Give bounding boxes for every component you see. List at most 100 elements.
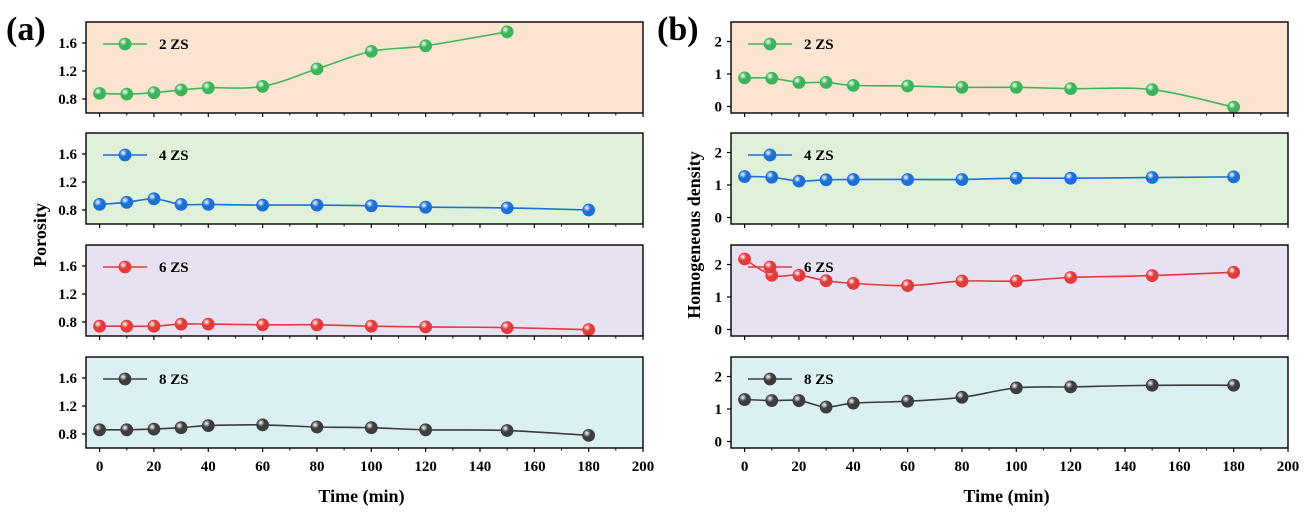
y-tick-label: 0.8: [58, 92, 77, 108]
panel-label: (b): [657, 11, 699, 48]
data-point: [1228, 379, 1240, 391]
x-tick-label: 180: [1222, 459, 1245, 475]
data-point: [956, 173, 968, 185]
y-tick-label: 1.2: [58, 64, 77, 80]
x-tick-label: 0: [741, 459, 749, 475]
x-tick-label: 160: [523, 459, 546, 475]
data-point: [501, 322, 513, 334]
x-axis-title: Time (min): [963, 486, 1049, 507]
data-point: [175, 318, 187, 330]
y-tick-label: 2: [715, 370, 723, 386]
figure: (a)Porosity0.81.21.6 2 ZS0.81.21.6 4 ZS0.8…: [0, 0, 1307, 517]
data-point: [902, 280, 914, 292]
data-point: [257, 199, 269, 211]
y-tick-label: 0: [715, 211, 723, 227]
data-point: [793, 76, 805, 88]
legend-marker: [764, 373, 776, 385]
data-point: [739, 394, 751, 406]
x-tick-label: 100: [360, 459, 383, 475]
y-tick-label: 1.6: [58, 36, 77, 52]
data-point: [148, 87, 160, 99]
data-point: [1146, 379, 1158, 391]
data-point: [820, 275, 832, 287]
data-point: [766, 72, 778, 84]
data-point: [501, 425, 513, 437]
y-tick-label: 0.8: [58, 427, 77, 443]
data-point: [311, 421, 323, 433]
y-tick-label: 0.8: [58, 315, 77, 331]
legend-marker: [764, 149, 776, 161]
y-tick-label: 0.8: [58, 203, 77, 219]
legend-label: 4 ZS: [804, 148, 834, 164]
x-tick-label: 100: [1005, 459, 1028, 475]
x-tick-label: 140: [469, 459, 492, 475]
legend-marker: [119, 149, 131, 161]
plot-background: [86, 22, 643, 113]
data-point: [847, 397, 859, 409]
legend-label: 6 ZS: [804, 260, 834, 276]
legend-label: 4 ZS: [159, 148, 189, 164]
data-point: [820, 174, 832, 186]
y-tick-label: 2: [715, 35, 723, 51]
data-point: [94, 424, 106, 436]
data-point: [121, 424, 133, 436]
data-point: [1065, 381, 1077, 393]
data-point: [1146, 84, 1158, 96]
data-point: [1010, 172, 1022, 184]
x-tick-label: 80: [954, 459, 969, 475]
legend-marker: [119, 261, 131, 273]
x-axis-title: Time (min): [318, 486, 404, 507]
legend-marker: [764, 261, 776, 273]
x-tick-label: 180: [577, 459, 600, 475]
legend-marker: [764, 38, 776, 50]
data-point: [956, 391, 968, 403]
legend-marker: [119, 38, 131, 50]
data-point: [202, 82, 214, 94]
data-point: [583, 204, 595, 216]
data-point: [739, 171, 751, 183]
data-point: [1065, 272, 1077, 284]
y-tick-label: 1.2: [58, 175, 77, 191]
data-point: [148, 423, 160, 435]
subplot-6-zs: 0 1 2 6 ZS: [715, 245, 1289, 340]
data-point: [1010, 81, 1022, 93]
data-point: [583, 429, 595, 441]
data-point: [1010, 275, 1022, 287]
plot-background: [86, 133, 643, 224]
data-point: [365, 320, 377, 332]
data-point: [257, 319, 269, 331]
data-point: [1146, 270, 1158, 282]
data-point: [739, 72, 751, 84]
x-tick-label: 40: [846, 459, 861, 475]
y-tick-label: 1: [715, 178, 723, 194]
data-point: [257, 80, 269, 92]
data-point: [175, 198, 187, 210]
y-tick-label: 0: [715, 435, 723, 451]
x-tick-label: 200: [632, 459, 655, 475]
y-tick-label: 1: [715, 402, 723, 418]
data-point: [420, 201, 432, 213]
subplot-2-zs: 0 1 2 2 ZS: [715, 22, 1289, 117]
data-point: [793, 175, 805, 187]
data-point: [202, 318, 214, 330]
subplot-8-zs: 0.8 1.2 1.6 0 20 40 60 80 100 120 140 160 180 200 8 ZS: [58, 357, 654, 475]
data-point: [420, 424, 432, 436]
data-point: [121, 196, 133, 208]
data-point: [365, 45, 377, 57]
data-point: [202, 420, 214, 432]
y-tick-label: 1: [715, 67, 723, 83]
data-point: [766, 395, 778, 407]
data-point: [1146, 172, 1158, 184]
y-axis-title: Homogeneous density: [684, 151, 704, 319]
plot-background: [86, 245, 643, 336]
legend-label: 2 ZS: [159, 37, 189, 53]
data-point: [1228, 101, 1240, 113]
x-tick-label: 40: [201, 459, 216, 475]
data-point: [902, 395, 914, 407]
data-point: [739, 253, 751, 265]
data-point: [121, 88, 133, 100]
data-point: [793, 395, 805, 407]
x-tick-label: 60: [900, 459, 915, 475]
data-point: [365, 422, 377, 434]
